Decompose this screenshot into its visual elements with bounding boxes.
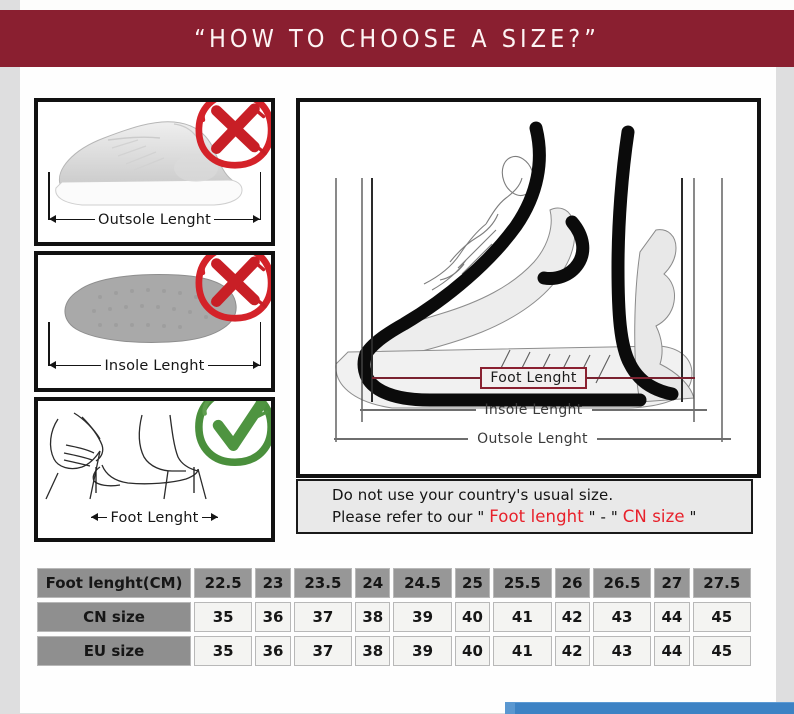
size-table-body: Foot lenght(CM) 22.5 23 23.5 24 24.5 25 … [37, 568, 751, 666]
main-shoe-diagram: Foot Lenght Insole Lenght Outsole Lenght [296, 98, 761, 478]
left-margin [0, 0, 20, 713]
cell-eu-2: 37 [293, 636, 353, 666]
top-strip [0, 0, 794, 10]
bottom-action-bar[interactable] [505, 702, 794, 714]
dim-outsole-length: Outsole Lenght [334, 431, 731, 447]
note-cn-size-highlight: CN size [622, 507, 685, 526]
panel-foot-length: Foot Lenght [34, 397, 275, 542]
dim-foot-label: Foot Lenght [480, 367, 587, 389]
cell-cn-4: 39 [393, 602, 452, 632]
note-line-1: Do not use your country's usual size. [332, 486, 614, 504]
size-conversion-table: Foot lenght(CM) 22.5 23 23.5 24 24.5 25 … [34, 564, 754, 670]
insole-tick-right [259, 322, 261, 366]
red-x-icon [195, 255, 271, 322]
content-area: Outsole Lenght [20, 67, 776, 713]
cell-foot-9: 27 [654, 568, 690, 598]
hand-measuring-foot-drawing [45, 412, 207, 500]
cell-cn-7: 42 [554, 602, 590, 632]
foot-arrow-right [211, 513, 218, 521]
dim-insole-length: Insole Lenght [360, 402, 708, 418]
cell-foot-1: 23 [255, 568, 291, 598]
cell-foot-6: 25.5 [493, 568, 552, 598]
foot-arrow-left [91, 513, 98, 521]
cell-eu-9: 44 [654, 636, 690, 666]
note-foot-length-highlight: Foot lenght [489, 507, 584, 526]
dim-insole-line-right [591, 409, 708, 411]
green-check-icon [195, 401, 271, 467]
outsole-arrow-right [253, 215, 260, 223]
cell-cn-0: 35 [194, 602, 253, 632]
note-line2-pre: Please refer to our " [332, 508, 490, 526]
sneaker-side-photo [55, 121, 243, 206]
note-line2-post: " [684, 508, 697, 526]
outsole-tick-left [48, 172, 50, 220]
insole-arrow-right [253, 361, 260, 369]
header-banner: “HOW TO CHOOSE A SIZE?” [0, 10, 794, 67]
outsole-arrow-left [49, 215, 56, 223]
dim-insole-label: Insole Lenght [484, 402, 583, 418]
cell-eu-7: 42 [554, 636, 590, 666]
note-line2-mid: " - " [583, 508, 623, 526]
bottom-bar-handle[interactable] [505, 703, 515, 714]
dim-outsole-label: Outsole Lenght [477, 431, 588, 447]
cell-cn-1: 36 [255, 602, 291, 632]
dim-outsole-line-left [334, 438, 469, 440]
insole-length-label: Insole Lenght [38, 358, 271, 374]
cell-eu-10: 45 [692, 636, 751, 666]
outsole-length-label: Outsole Lenght [38, 212, 271, 228]
row-label-foot-length: Foot lenght(CM) [37, 568, 191, 598]
cell-eu-0: 35 [194, 636, 253, 666]
row-label-cn-size: CN size [37, 602, 191, 632]
panel-insole-length: Insole Lenght [34, 251, 275, 392]
cell-foot-8: 26.5 [592, 568, 652, 598]
note-line-2: Please refer to our " Foot lenght " - " … [332, 506, 751, 528]
cell-cn-5: 40 [454, 602, 491, 632]
red-x-icon [195, 102, 271, 169]
dim-foot-line-right [586, 377, 695, 379]
foot-length-label: Foot Lenght [38, 510, 271, 526]
insole-photo [64, 274, 237, 343]
cell-foot-7: 26 [554, 568, 590, 598]
cell-eu-1: 36 [255, 636, 291, 666]
dim-insole-line-left [360, 409, 476, 411]
dim-foot-length: Foot Lenght [372, 367, 695, 389]
cell-foot-4: 24.5 [393, 568, 452, 598]
cell-foot-2: 23.5 [293, 568, 353, 598]
right-margin [776, 60, 794, 713]
insole-tick-left [48, 322, 50, 366]
cell-cn-2: 37 [293, 602, 353, 632]
insole-arrow-left [49, 361, 56, 369]
dim-foot-line-left [372, 377, 481, 379]
cell-foot-0: 22.5 [194, 568, 253, 598]
cell-eu-8: 43 [592, 636, 652, 666]
dim-outsole-line-right [596, 438, 731, 440]
row-label-eu-size: EU size [37, 636, 191, 666]
cell-eu-6: 41 [493, 636, 552, 666]
cell-cn-9: 44 [654, 602, 690, 632]
cell-foot-3: 24 [355, 568, 391, 598]
panel-outsole-length: Outsole Lenght [34, 98, 275, 246]
cell-cn-6: 41 [493, 602, 552, 632]
cell-cn-10: 45 [692, 602, 751, 632]
cell-eu-4: 39 [393, 636, 452, 666]
cell-cn-8: 43 [592, 602, 652, 632]
table-row: EU size 35 36 37 38 39 40 41 42 43 44 45 [37, 636, 751, 666]
table-row: Foot lenght(CM) 22.5 23 23.5 24 24.5 25 … [37, 568, 751, 598]
cell-foot-10: 27.5 [692, 568, 751, 598]
cell-cn-3: 38 [355, 602, 391, 632]
cell-eu-3: 38 [355, 636, 391, 666]
cell-foot-5: 25 [454, 568, 491, 598]
page-title: “HOW TO CHOOSE A SIZE?” [194, 24, 600, 53]
outsole-tick-right [259, 172, 261, 220]
table-row: CN size 35 36 37 38 39 40 41 42 43 44 45 [37, 602, 751, 632]
size-advice-note: Do not use your country's usual size. Pl… [296, 479, 753, 534]
cell-eu-5: 40 [454, 636, 491, 666]
shoe-cross-section-graphic [335, 121, 723, 442]
